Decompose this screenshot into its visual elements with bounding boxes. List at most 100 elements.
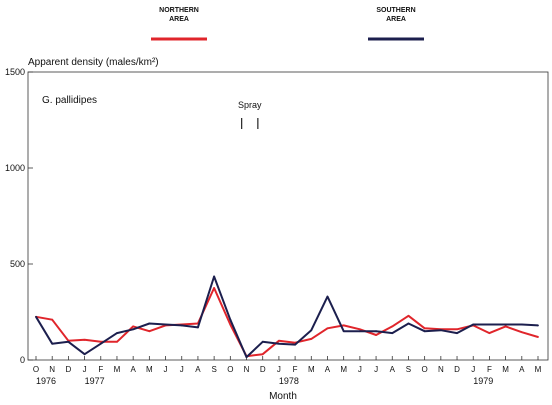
legend-label-line: NORTHERN	[159, 7, 199, 14]
legend-label-line: AREA	[386, 16, 406, 23]
x-tick-label-month: A	[519, 365, 525, 374]
data-point	[261, 353, 264, 356]
x-tick-label-month: J	[180, 365, 184, 374]
x-tick-label-month: N	[438, 365, 444, 374]
y-tick-label: 500	[10, 259, 25, 269]
data-point	[375, 334, 377, 336]
data-point	[51, 318, 54, 321]
chart-subtitle: G. pallidipes	[42, 95, 97, 106]
data-point	[132, 325, 135, 328]
data-point	[83, 338, 86, 341]
data-point	[148, 322, 151, 325]
data-point	[132, 328, 135, 331]
data-point	[488, 332, 491, 335]
data-point	[310, 337, 313, 340]
x-tick-label-month: O	[422, 365, 428, 374]
data-point	[407, 314, 410, 317]
data-point	[520, 331, 523, 334]
data-point	[229, 318, 232, 321]
x-tick-label-month: S	[211, 365, 216, 374]
data-point	[99, 340, 102, 343]
x-tick-label-month: A	[195, 365, 201, 374]
data-point	[261, 340, 264, 343]
data-point	[504, 325, 507, 328]
x-tick-label-month: M	[114, 365, 121, 374]
x-tick-label-month: J	[374, 365, 378, 374]
data-point	[278, 339, 280, 342]
data-point	[439, 329, 442, 332]
x-tick-label-year: 1976	[36, 376, 56, 386]
data-point	[180, 324, 183, 327]
data-point	[164, 323, 167, 326]
data-point	[342, 330, 345, 333]
x-tick-label-month: J	[164, 365, 168, 374]
legend-label: NORTHERN AREA	[159, 7, 199, 23]
y-axis-label: Apparent density (males/km²)	[28, 57, 159, 68]
y-tick-label: 1500	[5, 67, 25, 77]
x-tick-label-month: D	[260, 365, 266, 374]
x-axis-label: Month	[269, 391, 297, 402]
data-point	[116, 340, 118, 343]
x-tick-label-month: J	[277, 365, 281, 374]
x-tick-label-month: S	[406, 365, 411, 374]
annotation-label: Spray	[238, 100, 262, 110]
data-point	[229, 323, 232, 326]
legend: NORTHERN AREA SOUTHERN AREA	[151, 7, 424, 41]
data-point	[213, 275, 216, 278]
data-point	[537, 336, 539, 338]
data-point	[423, 330, 426, 333]
data-point	[456, 332, 458, 335]
legend-label: SOUTHERN AREA	[376, 7, 415, 23]
x-tick-label-year: 1978	[279, 376, 299, 386]
x-tick-label-month: A	[390, 365, 396, 374]
x-tick-label-month: N	[49, 365, 55, 374]
legend-label-line: AREA	[169, 16, 189, 23]
data-point	[407, 322, 410, 325]
data-point	[67, 340, 70, 343]
spray-annotation: Spray	[238, 100, 262, 129]
series-line	[35, 287, 539, 358]
data-point	[358, 328, 361, 331]
data-point	[472, 323, 475, 326]
x-tick-label-month: O	[33, 365, 39, 374]
data-point	[326, 295, 329, 298]
data-point	[326, 327, 329, 330]
series-line	[35, 275, 539, 359]
x-tick-label-month: M	[502, 365, 509, 374]
x-tick-label-month: F	[487, 365, 492, 374]
data-point	[278, 342, 280, 345]
data-point	[116, 332, 118, 335]
data-point	[391, 325, 394, 328]
data-point	[423, 327, 426, 330]
x-tick-label-year: 1979	[473, 376, 493, 386]
x-tick-label-year: 1977	[85, 376, 105, 386]
y-tick-label: 0	[20, 355, 25, 365]
data-point	[51, 342, 54, 345]
data-point	[358, 330, 361, 333]
x-tick-label-month: O	[227, 365, 233, 374]
data-point	[294, 343, 296, 346]
data-point	[310, 329, 313, 332]
y-axis: 0 500 1000 1500	[5, 67, 33, 365]
plot-frame	[27, 71, 549, 361]
x-tick-label-month: D	[65, 365, 71, 374]
data-point	[245, 356, 248, 359]
data-point	[520, 323, 523, 326]
data-point	[537, 324, 539, 327]
x-tick-label-month: M	[340, 365, 347, 374]
data-point	[213, 287, 216, 289]
x-tick-label-month: N	[244, 365, 250, 374]
data-point	[488, 323, 491, 326]
x-tick-label-month: D	[454, 365, 460, 374]
y-tick-label: 1000	[5, 163, 25, 173]
x-tick-label-month: F	[293, 365, 298, 374]
data-point	[391, 332, 394, 335]
data-point	[148, 330, 151, 333]
x-tick-label-month: A	[325, 365, 331, 374]
data-point	[99, 342, 102, 345]
x-tick-label-month: F	[98, 365, 103, 374]
x-tick-label-month: J	[83, 365, 87, 374]
data-point	[197, 326, 199, 329]
